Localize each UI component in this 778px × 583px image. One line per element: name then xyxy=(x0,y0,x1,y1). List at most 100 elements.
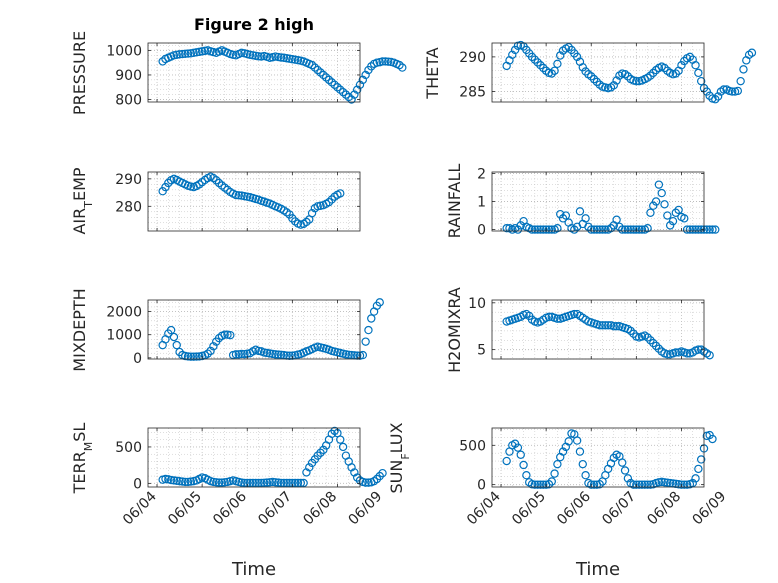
y-tick-label: 10 xyxy=(468,296,486,312)
data-point xyxy=(310,63,320,72)
axes-rainfall: 0 1 2 RAINFALL xyxy=(445,164,720,239)
y-tick-label: 0 xyxy=(477,478,486,494)
data-point xyxy=(595,321,604,330)
data-point xyxy=(195,352,204,361)
data-point xyxy=(316,68,325,77)
data-point xyxy=(254,346,263,356)
data-point xyxy=(544,312,554,322)
data-point xyxy=(668,216,678,226)
y-tick-label: 290 xyxy=(459,50,486,66)
y-axis-label: SUNFLUX xyxy=(387,422,412,493)
x-axis-label: Time xyxy=(231,559,276,580)
plot-area xyxy=(148,428,360,487)
data-point xyxy=(214,478,224,487)
data-point xyxy=(587,72,596,81)
data-point xyxy=(609,322,618,331)
y-axis-label: TERRMSL xyxy=(70,423,95,495)
data-point xyxy=(570,309,579,319)
data-point xyxy=(307,60,317,70)
data-point xyxy=(161,474,170,484)
data-point xyxy=(234,191,243,200)
axes-box xyxy=(147,171,361,232)
data-point xyxy=(660,63,669,73)
data-point xyxy=(671,69,681,78)
axes-air_temp: 280 290 AIRTEMP xyxy=(70,167,361,235)
data-point xyxy=(634,225,644,234)
data-point xyxy=(302,217,311,227)
data-point xyxy=(183,49,193,58)
data-point xyxy=(589,225,599,234)
data-point xyxy=(654,344,664,353)
data-point xyxy=(533,225,542,234)
data-point xyxy=(685,225,695,234)
data-point xyxy=(327,195,337,204)
data-point xyxy=(587,225,596,234)
data-point xyxy=(575,447,585,456)
data-point xyxy=(657,188,666,198)
data-point xyxy=(589,480,599,489)
data-point xyxy=(257,478,266,488)
data-point xyxy=(646,208,655,217)
axes-box xyxy=(147,42,361,103)
data-point xyxy=(539,63,548,73)
data-point xyxy=(632,225,641,234)
data-point xyxy=(192,352,201,361)
data-point xyxy=(172,340,181,350)
y-axis-label: AIRTEMP xyxy=(70,167,95,234)
data-point xyxy=(677,61,686,70)
x-tick-label: 06/09 xyxy=(690,489,730,529)
data-point xyxy=(736,76,745,86)
series-mixdepth xyxy=(158,298,384,361)
data-point xyxy=(682,480,692,489)
data-point xyxy=(305,463,314,472)
data-point xyxy=(558,214,568,223)
grid xyxy=(148,300,360,359)
y-tick-label: 0 xyxy=(133,351,142,367)
data-point xyxy=(696,455,706,464)
y-tick-label: 5 xyxy=(477,343,486,359)
data-point xyxy=(169,332,179,342)
x-tick-label: 06/04 xyxy=(120,488,160,528)
data-point xyxy=(711,225,720,234)
data-point xyxy=(620,466,630,475)
data-point xyxy=(158,57,167,66)
data-point xyxy=(578,459,587,469)
data-point xyxy=(685,52,695,62)
data-point xyxy=(572,52,582,62)
data-point xyxy=(705,225,714,234)
data-point xyxy=(262,478,272,487)
data-point xyxy=(338,87,348,97)
x-tick-label: 06/07 xyxy=(255,489,295,529)
data-point xyxy=(612,322,621,331)
data-point xyxy=(643,223,652,233)
data-point xyxy=(327,429,337,439)
x-tick-label: 06/05 xyxy=(509,489,549,529)
x-tick-label: 06/08 xyxy=(300,489,340,529)
data-point xyxy=(271,478,280,487)
data-point xyxy=(285,478,294,488)
data-point xyxy=(677,480,686,489)
data-point xyxy=(240,478,249,488)
series-sun_flux xyxy=(502,429,717,489)
data-point xyxy=(375,471,384,481)
data-point xyxy=(694,68,703,78)
data-point xyxy=(671,208,681,217)
data-point xyxy=(637,480,647,489)
data-point xyxy=(694,464,703,474)
y-tick-label: 1000 xyxy=(106,43,142,59)
data-point xyxy=(618,225,627,234)
data-point xyxy=(553,459,562,469)
data-point xyxy=(212,478,221,487)
data-point xyxy=(598,225,607,234)
data-point xyxy=(536,225,545,234)
data-point xyxy=(279,478,289,488)
data-point xyxy=(276,350,286,360)
x-axis-label: Time xyxy=(575,559,620,580)
data-point xyxy=(727,87,737,96)
data-point xyxy=(640,480,649,489)
series-rainfall xyxy=(502,180,720,234)
series-h2omixra xyxy=(502,309,714,360)
data-point xyxy=(649,338,658,348)
data-point xyxy=(259,348,269,357)
data-point xyxy=(234,350,243,359)
